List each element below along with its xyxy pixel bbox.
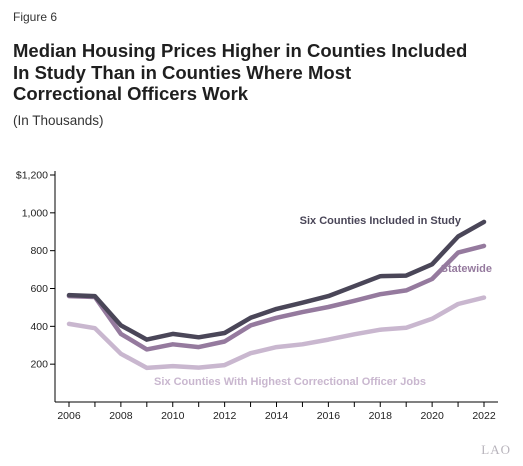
x-tick-label: 2016 <box>317 410 341 422</box>
x-tick-label: 2022 <box>472 410 496 422</box>
chart-title-line: In Study Than in Counties Where Most <box>13 61 352 83</box>
series-label-correctional: Six Counties With Highest Correctional O… <box>154 376 426 388</box>
y-tick-label: 600 <box>30 283 48 295</box>
x-tick-label: 2018 <box>369 410 393 422</box>
x-tick-label: 2012 <box>213 410 237 422</box>
series-line-study <box>66 219 487 342</box>
series-line-correctional <box>66 295 487 371</box>
chart-subtitle: (In Thousands) <box>13 113 104 128</box>
series-label-statewide: Statewide <box>441 263 492 275</box>
x-tick-label: 2020 <box>420 410 444 422</box>
figure-label: Figure 6 <box>13 10 58 24</box>
y-tick-label: $1,200 <box>16 170 48 182</box>
lao-logo: LAO <box>481 442 511 457</box>
y-tick-label: 200 <box>30 359 48 371</box>
chart-title-line: Correctional Officers Work <box>13 83 249 104</box>
y-tick-label: 800 <box>30 245 48 257</box>
chart-title: Median Housing Prices Higher in Counties… <box>13 40 513 105</box>
series-label-study: Six Counties Included in Study <box>300 215 462 227</box>
x-tick-label: 2010 <box>161 410 185 422</box>
series-line-statewide <box>66 243 487 352</box>
x-tick-label: 2014 <box>265 410 289 422</box>
x-tick-label: 2008 <box>109 410 133 422</box>
y-tick-label: 1,000 <box>22 207 48 219</box>
x-tick-label: 2006 <box>57 410 81 422</box>
chart-title-line: Median Housing Prices Higher in Counties… <box>13 40 468 61</box>
y-tick-label: 400 <box>30 321 48 333</box>
